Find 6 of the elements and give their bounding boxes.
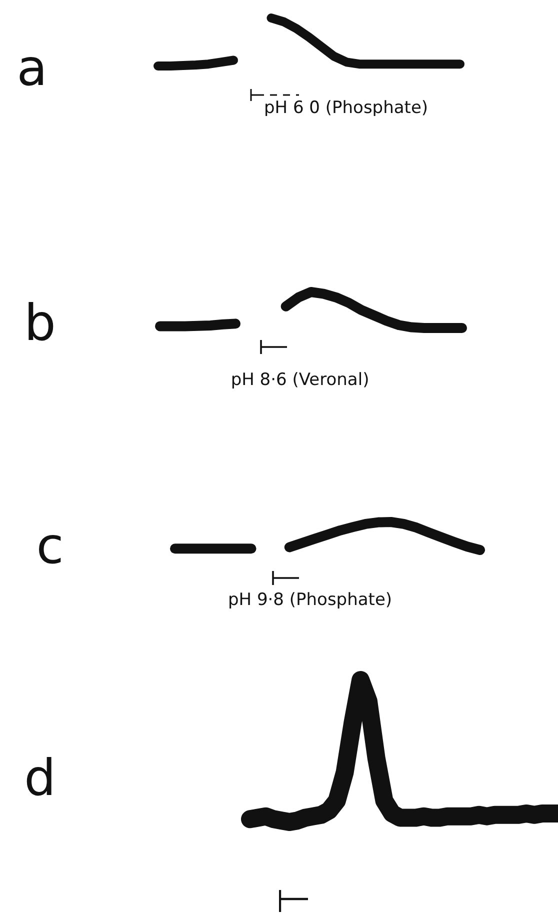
chart-title: b — [24, 294, 56, 352]
chart-title: c — [36, 517, 64, 575]
text: pH 8·6 (Veronal) — [230, 370, 370, 390]
text: d — [24, 749, 56, 807]
text: pH 9·8 (Phosphate) — [228, 590, 392, 610]
chart-title: a — [16, 39, 48, 97]
